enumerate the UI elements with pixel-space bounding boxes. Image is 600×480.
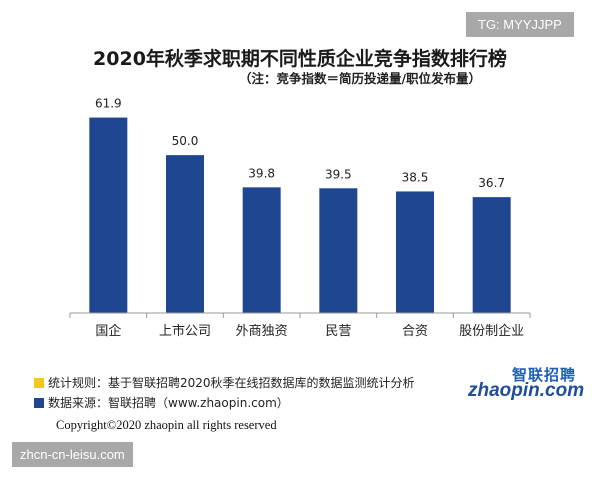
bar-3 [319,188,358,313]
value-label-5: 36.7 [478,176,505,190]
bar-1 [166,155,204,313]
category-label-5: 股份制企业 [459,323,524,339]
value-label-1: 50.0 [172,134,199,148]
category-label-4: 合资 [402,324,428,339]
value-label-0: 61.9 [95,97,122,111]
bar-2 [242,187,281,313]
copyright-text: Copyright©2020 zhaopin all rights reserv… [56,418,277,432]
category-label-0: 国企 [95,323,121,339]
legend-swatch-yellow [34,377,44,388]
chart-subtitle: （注：竞争指数＝简历投递量/职位发布量） [238,71,482,86]
watermark-bottom-left: zhcn-cn-leisu.com [12,442,133,467]
legend-swatch-blue [34,397,44,408]
legend-text-rule: 统计规则：基于智联招聘2020秋季在线招数据库的数据监测统计分析 [48,376,415,390]
bar-5 [472,197,511,313]
legend-text-source: 数据来源：智联招聘（www.zhaopin.com） [48,396,289,410]
legend-item-source: 数据来源：智联招聘（www.zhaopin.com） [34,394,289,411]
value-label-3: 39.5 [325,167,352,181]
chart-title: 2020年秋季求职期不同性质企业竞争指数排行榜 [93,48,507,70]
bar-4 [396,191,434,313]
value-label-4: 38.5 [402,170,429,184]
zhaopin-logo: 智联招聘 zhaopin.com [468,364,590,404]
legend-item-rule: 统计规则：基于智联招聘2020秋季在线招数据库的数据监测统计分析 [34,374,415,391]
bar-0 [89,117,128,313]
brand-en: zhaopin.com [468,380,585,401]
category-label-1: 上市公司 [159,323,211,339]
watermark-top-right: TG: MYYJJPP [466,12,574,37]
brand-cn: 智联招聘 [512,366,577,384]
value-label-2: 39.8 [248,166,275,180]
category-label-3: 民营 [325,324,351,339]
category-label-2: 外商独资 [236,324,288,339]
